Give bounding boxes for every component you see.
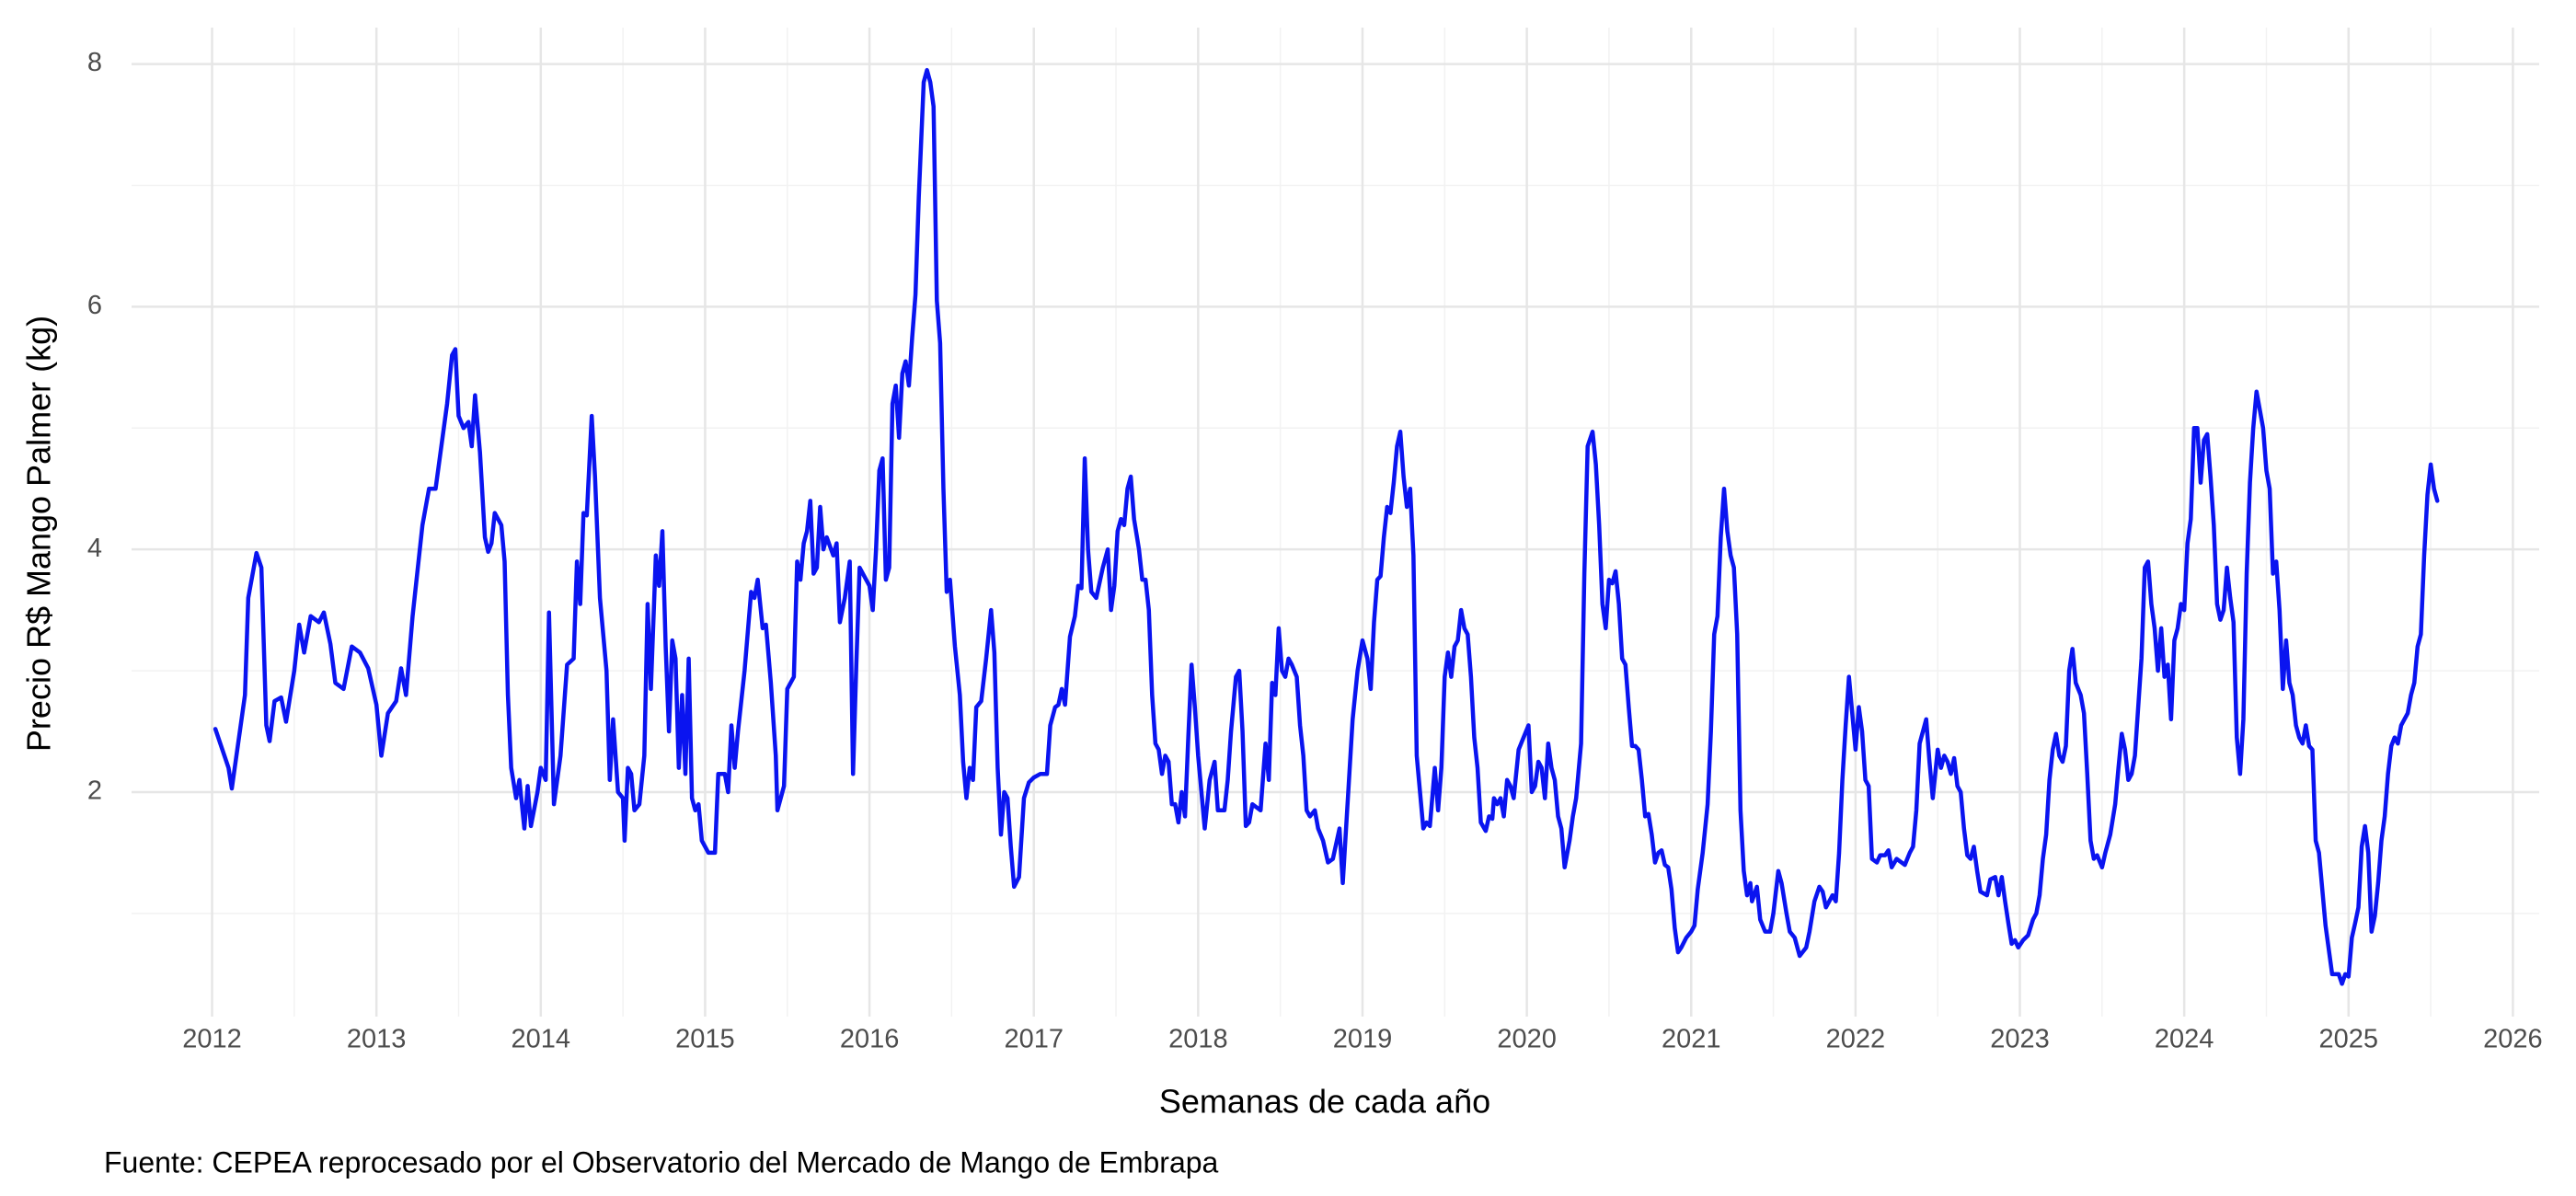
y-axis-title: Precio R$ Mango Palmer (kg)	[20, 316, 58, 752]
x-tick-label: 2017	[1004, 1025, 1064, 1054]
x-tick-label: 2014	[512, 1025, 571, 1054]
x-tick-label: 2016	[840, 1025, 900, 1054]
plot	[213, 67, 2440, 986]
x-axis-title: Semanas de cada año	[1159, 1083, 1490, 1121]
x-tick-label: 2022	[1826, 1025, 1886, 1054]
price-line	[213, 67, 2440, 986]
x-tick-label: 2019	[1333, 1025, 1393, 1054]
x-tick-label: 2018	[1168, 1025, 1228, 1054]
x-tick-label: 2015	[675, 1025, 735, 1054]
x-tick-label: 2020	[1497, 1025, 1557, 1054]
y-tick-label: 8	[87, 48, 102, 77]
y-tick-label: 2	[87, 776, 102, 806]
x-tick-label: 2021	[1662, 1025, 1721, 1054]
caption: Fuente: CEPEA reprocesado por el Observa…	[104, 1145, 1219, 1179]
x-tick-label: 2025	[2319, 1025, 2379, 1054]
y-tick-label: 4	[87, 534, 102, 563]
x-tick-label: 2012	[182, 1025, 242, 1054]
x-tick-label: 2026	[2483, 1025, 2543, 1054]
grid	[132, 28, 2539, 1017]
x-tick-label: 2023	[1990, 1025, 2050, 1054]
x-tick-label: 2024	[2155, 1025, 2214, 1054]
x-tick-label: 2013	[347, 1025, 407, 1054]
y-tick-label: 6	[87, 291, 102, 320]
